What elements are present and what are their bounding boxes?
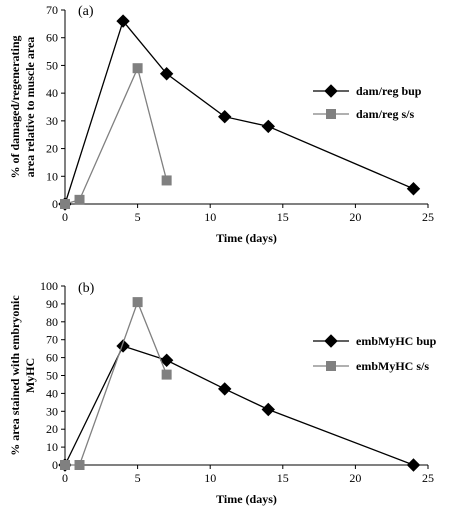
y-tick-label: 30 xyxy=(46,404,58,418)
data-point xyxy=(116,339,130,353)
legend-marker xyxy=(326,361,336,371)
y-tick-label: 40 xyxy=(46,386,58,400)
data-point xyxy=(60,199,70,209)
series-line-ss xyxy=(64,66,168,205)
panel-b: 0 10 20 30 40 50 60 70 80 90 100 0 5 10 15 20 25 (b) Time … xyxy=(8,279,437,506)
data-point xyxy=(74,460,85,470)
x-tick-label: 15 xyxy=(277,210,289,224)
legend-label: embMyHC s/s xyxy=(356,359,429,373)
legend-marker xyxy=(324,84,338,98)
y-axis-title: % area stained with embryonicMyHC xyxy=(8,295,37,456)
y-tick-label: 20 xyxy=(46,142,58,156)
y-tick-label: 30 xyxy=(46,114,58,128)
x-tick-label: 10 xyxy=(204,210,216,224)
y-tick-label: 10 xyxy=(46,169,58,183)
legend-marker xyxy=(326,109,336,119)
y-axis-title-line: % of damaged/regenerating xyxy=(8,35,22,178)
legend-marker xyxy=(324,334,338,348)
data-point xyxy=(116,14,130,28)
data-point xyxy=(406,182,421,196)
y-tick-label: 0 xyxy=(52,458,58,472)
x-tick-label: 20 xyxy=(349,471,361,485)
x-tick-label: 0 xyxy=(62,471,68,485)
panel-label: (a) xyxy=(78,4,94,19)
data-point xyxy=(218,382,232,396)
series-line-bup xyxy=(64,19,414,205)
legend-label: embMyHC bup xyxy=(356,334,437,348)
panel-label: (b) xyxy=(78,281,95,296)
x-tick-label: 5 xyxy=(135,471,141,485)
y-tick-label: 50 xyxy=(46,369,58,383)
y-axis-title-line: area relative to muscle area xyxy=(23,37,37,178)
legend-label: dam/reg s/s xyxy=(356,107,414,121)
data-point xyxy=(161,175,172,186)
x-tick-label: 0 xyxy=(62,210,68,224)
legend-label: dam/reg bup xyxy=(356,84,422,98)
y-tick-label: 90 xyxy=(46,297,58,311)
y-tick-label: 60 xyxy=(46,351,58,365)
data-point xyxy=(60,460,70,470)
x-tick-label: 15 xyxy=(277,471,289,485)
x-tick-label: 25 xyxy=(422,210,434,224)
y-tick-label: 80 xyxy=(46,315,58,329)
x-tick-label: 10 xyxy=(204,471,216,485)
y-axis-title-line: % area stained with embryonic xyxy=(8,295,22,456)
x-axis-title: Time (days) xyxy=(216,492,277,506)
series-line-ss xyxy=(65,300,168,466)
panel-a: 0 10 20 30 40 50 60 70 0 5 10 15 20 25 (a) Time (days)%… xyxy=(8,3,434,245)
data-point xyxy=(218,109,232,124)
y-tick-label: 70 xyxy=(46,333,58,347)
data-point xyxy=(159,67,174,81)
x-axis-title: Time (days) xyxy=(216,231,277,245)
data-point xyxy=(406,458,421,472)
y-tick-label: 70 xyxy=(46,3,58,17)
y-tick-label: 100 xyxy=(40,279,58,293)
x-tick-label: 25 xyxy=(422,471,434,485)
series-line-bup xyxy=(64,345,414,466)
data-point xyxy=(132,297,143,308)
y-tick-label: 0 xyxy=(52,197,58,211)
data-point xyxy=(261,402,275,417)
y-tick-label: 50 xyxy=(46,58,58,72)
data-point xyxy=(261,119,275,134)
y-tick-label: 10 xyxy=(46,440,58,454)
y-tick-label: 60 xyxy=(46,31,58,45)
data-point xyxy=(161,369,172,380)
y-tick-label: 20 xyxy=(46,422,58,436)
data-point xyxy=(132,63,143,74)
y-axis-title-line: MyHC xyxy=(23,358,37,393)
y-tick-label: 40 xyxy=(46,86,58,100)
y-axis-title: % of damaged/regeneratingarea relative t… xyxy=(8,35,37,178)
x-tick-label: 20 xyxy=(349,210,361,224)
x-tick-label: 5 xyxy=(135,210,141,224)
data-point xyxy=(159,353,174,367)
data-point xyxy=(74,194,85,205)
